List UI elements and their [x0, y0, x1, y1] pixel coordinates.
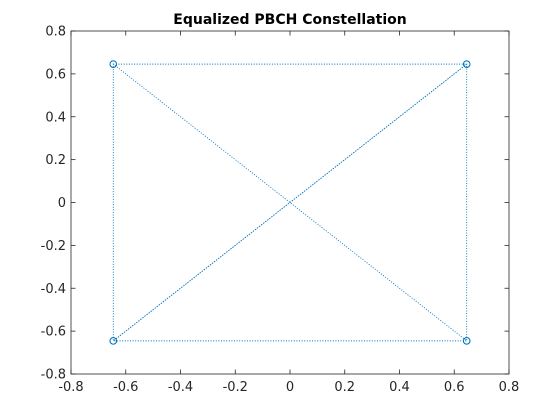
y-tick-label: 0	[58, 196, 66, 211]
x-tick-label: 0.6	[444, 380, 465, 395]
chart-title: Equalized PBCH Constellation	[173, 12, 406, 28]
constellation-path	[111, 63, 469, 342]
x-tick-label: 0.4	[389, 380, 410, 395]
y-tick-label: -0.6	[41, 325, 66, 340]
x-tick-label: 0.8	[499, 380, 520, 395]
y-tick-label: 0.6	[45, 67, 66, 82]
x-tick-label: -0.8	[58, 380, 83, 395]
y-tick-label: 0.8	[45, 25, 66, 40]
y-tick-label: -0.4	[41, 282, 66, 297]
constellation-point	[109, 337, 118, 345]
constellation-point	[462, 337, 471, 345]
y-tick-label: -0.8	[41, 368, 66, 383]
x-tick-label: -0.6	[113, 380, 138, 395]
constellation-point	[462, 60, 471, 68]
series-layer	[109, 60, 471, 345]
ticks-layer: -0.8 -0.6 -0.4 -0.2 0 0.2 0.4 0.6 0.8 -0.8 -0.6 -0.…	[41, 25, 520, 396]
x-tick-label: 0	[286, 380, 294, 395]
constellation-point	[109, 60, 118, 68]
y-tick-label: -0.2	[41, 239, 66, 254]
y-tick-label: 0.2	[45, 153, 66, 168]
x-tick-label: 0.2	[334, 380, 355, 395]
x-tick-label: -0.4	[168, 380, 193, 395]
y-tick-label: 0.4	[45, 110, 66, 125]
x-tick-label: -0.2	[223, 380, 248, 395]
